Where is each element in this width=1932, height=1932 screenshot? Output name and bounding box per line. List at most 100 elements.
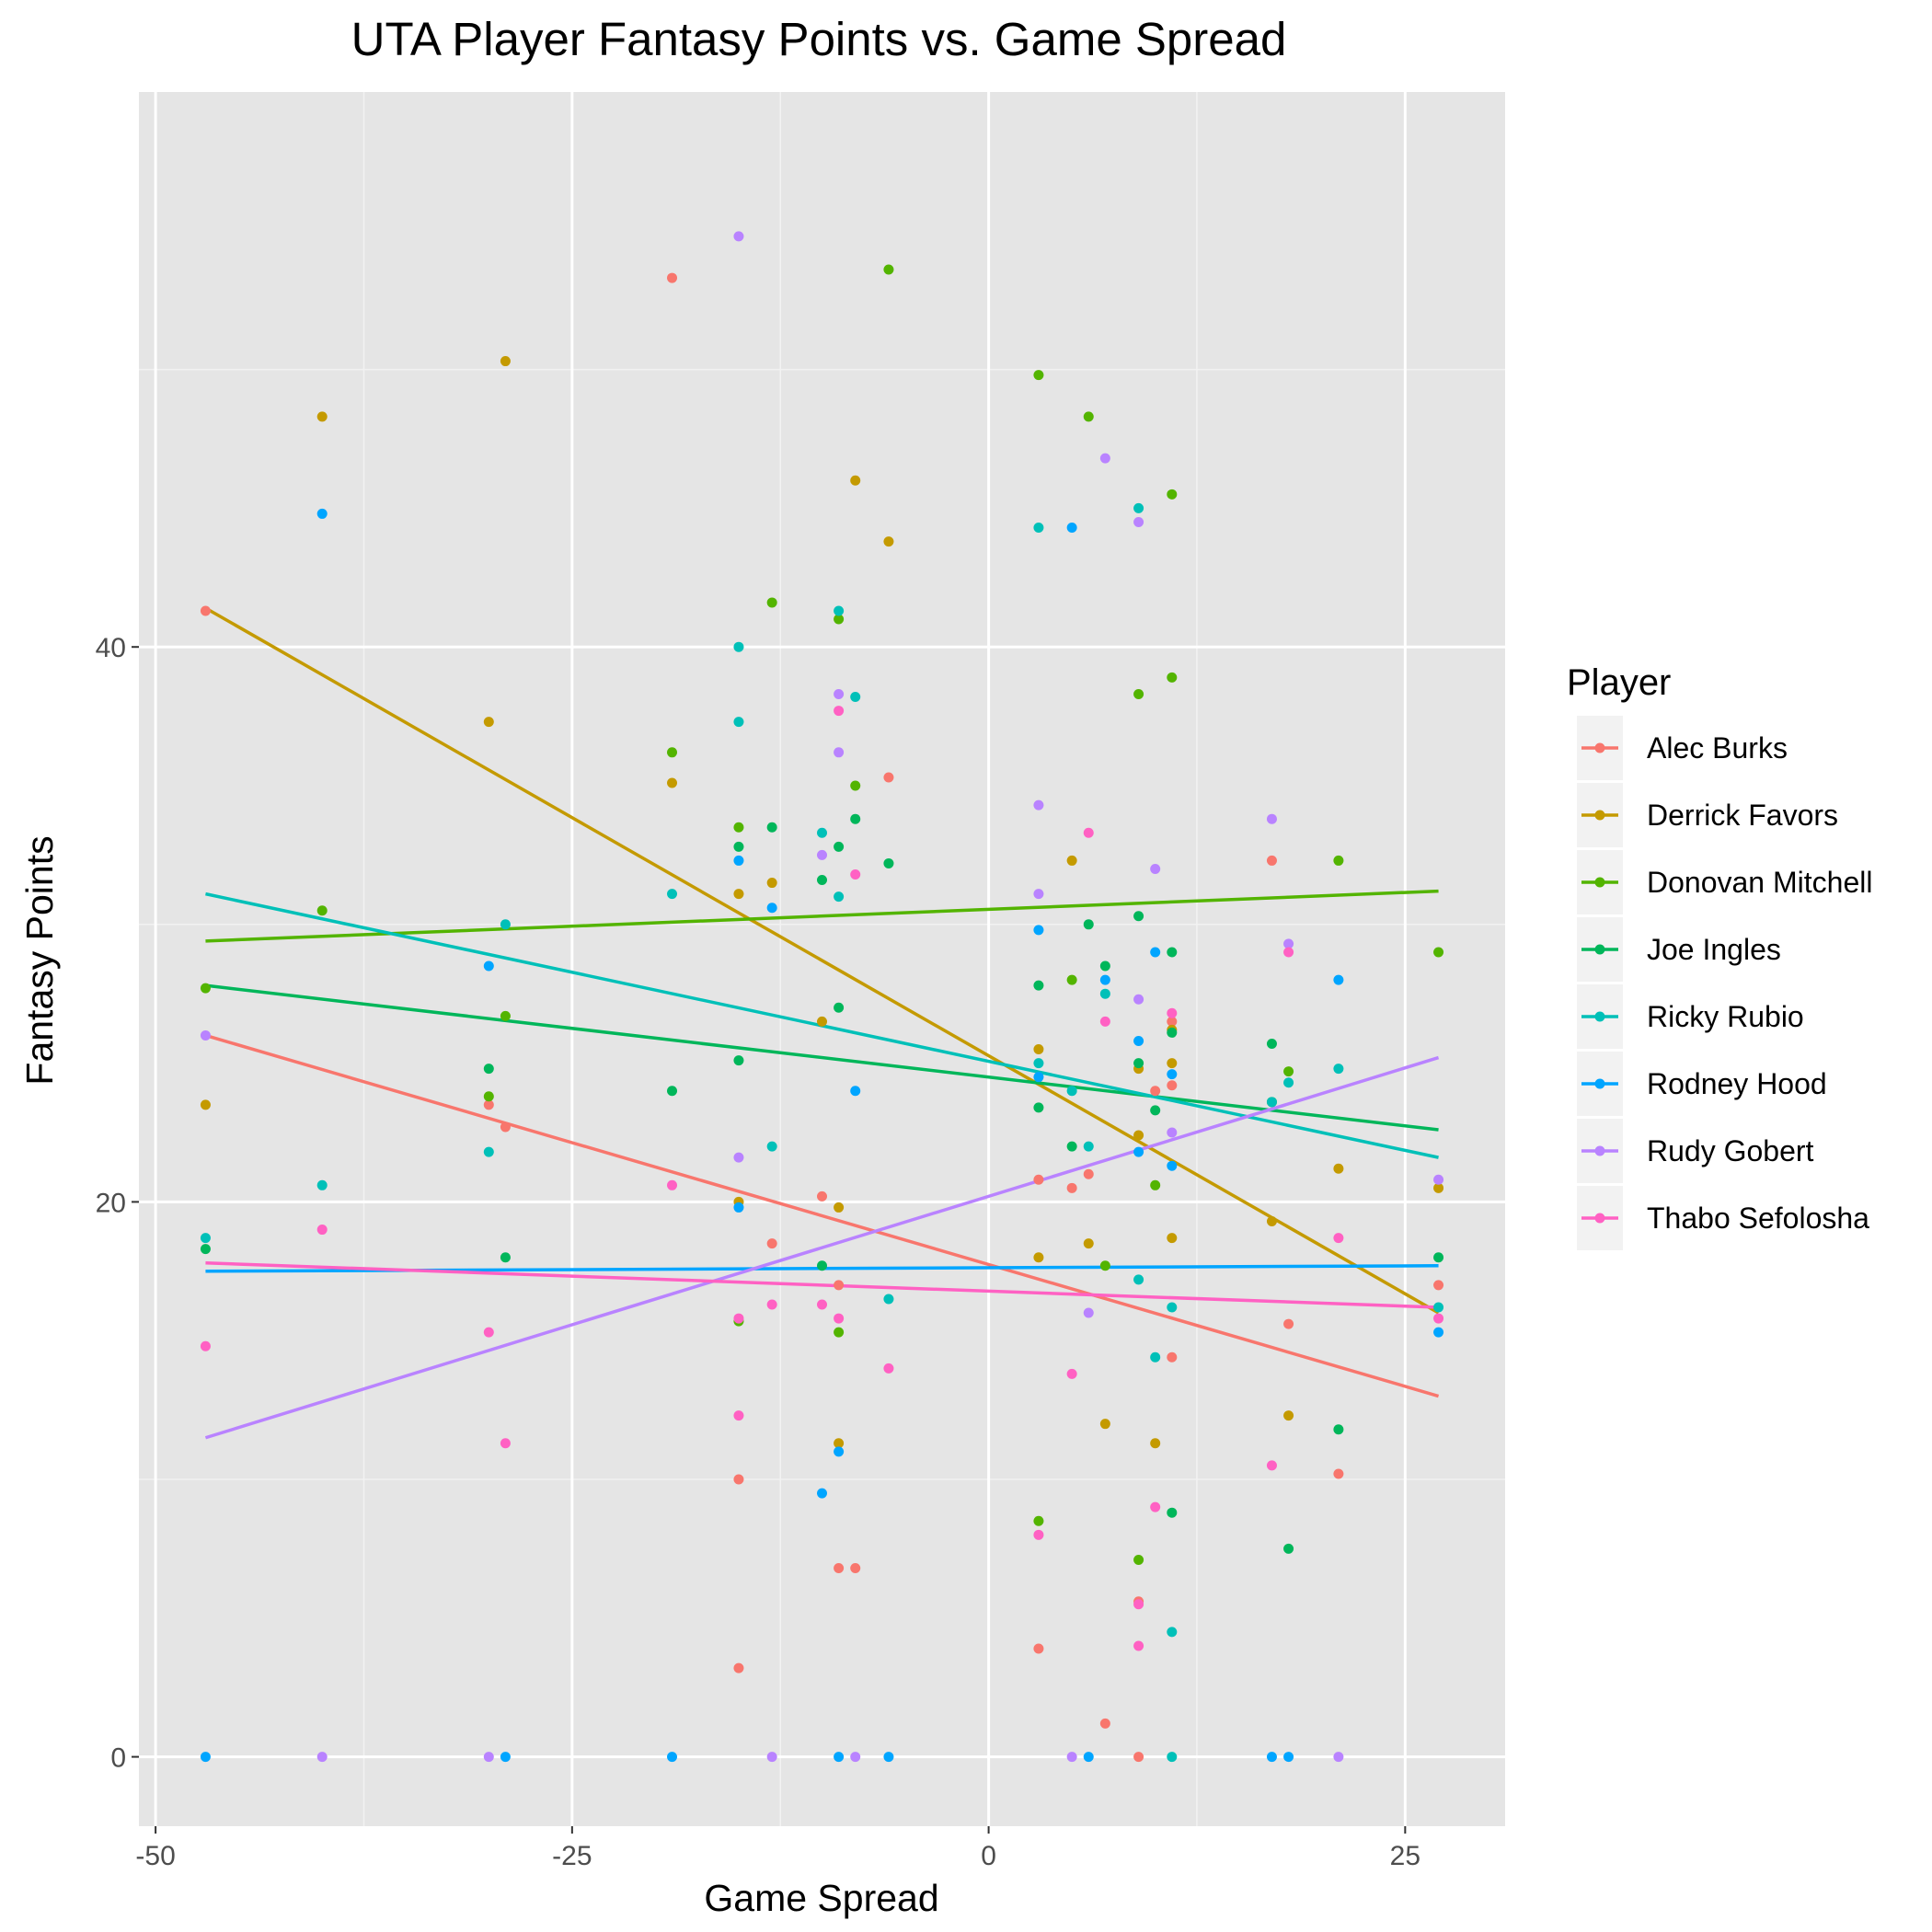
- point-joe-ingles: [1066, 1141, 1077, 1152]
- point-derrick-favors: [316, 411, 328, 422]
- point-rudy-gobert: [1066, 1752, 1077, 1763]
- point-rudy-gobert: [1433, 1174, 1444, 1185]
- point-rodney-hood: [1099, 974, 1110, 985]
- point-rodney-hood: [1083, 1752, 1094, 1763]
- point-donovan-mitchell: [1133, 688, 1144, 699]
- point-derrick-favors: [834, 1438, 845, 1449]
- point-donovan-mitchell: [883, 264, 894, 275]
- point-thabo-sefolosha: [1083, 827, 1094, 838]
- point-donovan-mitchell: [1083, 411, 1094, 422]
- legend-point-joe-ingles: [1594, 944, 1605, 955]
- x-tick-label: -50: [135, 1841, 175, 1871]
- point-alec-burks: [1333, 1468, 1344, 1479]
- point-derrick-favors: [483, 717, 494, 728]
- point-joe-ingles: [667, 1086, 678, 1097]
- point-rudy-gobert: [733, 1152, 744, 1163]
- point-rodney-hood: [834, 1446, 845, 1457]
- point-rodney-hood: [1333, 974, 1344, 985]
- point-alec-burks: [1066, 1182, 1077, 1193]
- point-ricky-rubio: [1099, 988, 1110, 999]
- point-derrick-favors: [834, 1202, 845, 1213]
- point-rudy-gobert: [483, 1752, 494, 1763]
- point-joe-ingles: [817, 1260, 827, 1271]
- point-derrick-favors: [1283, 1410, 1294, 1421]
- point-derrick-favors: [1099, 1419, 1110, 1430]
- legend-label-rudy-gobert: Rudy Gobert: [1647, 1134, 1814, 1167]
- point-derrick-favors: [1266, 1216, 1277, 1227]
- legend-label-rodney-hood: Rodney Hood: [1647, 1067, 1827, 1100]
- point-rodney-hood: [500, 1752, 511, 1763]
- y-tick-label: 0: [110, 1743, 126, 1774]
- y-axis-title: Fantasy Points: [18, 835, 61, 1085]
- y-axis-ticks: 0 20 40: [96, 633, 139, 1774]
- point-donovan-mitchell: [1066, 974, 1077, 985]
- point-derrick-favors: [1033, 1044, 1044, 1055]
- point-alec-burks: [817, 1190, 827, 1202]
- point-joe-ingles: [1167, 947, 1178, 958]
- point-ricky-rubio: [883, 1294, 894, 1305]
- trend-line-derrick-favors: [204, 606, 1440, 1315]
- point-joe-ingles: [766, 822, 777, 833]
- point-derrick-favors: [1167, 1233, 1178, 1244]
- point-thabo-sefolosha: [1066, 1368, 1077, 1379]
- point-rudy-gobert: [1266, 813, 1277, 824]
- point-thabo-sefolosha: [1099, 1016, 1110, 1027]
- legend-point-ricky-rubio: [1594, 1011, 1605, 1022]
- point-donovan-mitchell: [1133, 1554, 1144, 1565]
- point-derrick-favors: [200, 1099, 211, 1110]
- point-donovan-mitchell: [850, 780, 861, 791]
- point-donovan-mitchell: [1283, 1066, 1294, 1077]
- chart-title: UTA Player Fantasy Points vs. Game Sprea…: [351, 13, 1287, 65]
- point-rodney-hood: [483, 960, 494, 972]
- point-rodney-hood: [1133, 1035, 1144, 1046]
- point-derrick-favors: [883, 536, 894, 547]
- point-donovan-mitchell: [1033, 1515, 1044, 1526]
- x-tick-label: 0: [981, 1841, 996, 1871]
- point-ricky-rubio: [1133, 1274, 1144, 1285]
- point-rudy-gobert: [1083, 1307, 1094, 1318]
- x-axis-title: Game Spread: [704, 1877, 938, 1919]
- point-derrick-favors: [1167, 1058, 1178, 1069]
- point-joe-ingles: [1133, 911, 1144, 922]
- point-alec-burks: [883, 772, 894, 783]
- point-thabo-sefolosha: [733, 1410, 744, 1421]
- point-ricky-rubio: [766, 1141, 777, 1152]
- point-thabo-sefolosha: [200, 1340, 211, 1351]
- point-rodney-hood: [766, 903, 777, 914]
- point-donovan-mitchell: [667, 747, 678, 758]
- point-joe-ingles: [483, 1064, 494, 1075]
- point-ricky-rubio: [1283, 1077, 1294, 1088]
- point-rudy-gobert: [1333, 1752, 1344, 1763]
- point-joe-ingles: [1167, 1507, 1178, 1518]
- point-rodney-hood: [883, 1752, 894, 1763]
- point-ricky-rubio: [733, 717, 744, 728]
- point-alec-burks: [483, 1099, 494, 1110]
- point-rudy-gobert: [1099, 453, 1110, 464]
- point-ricky-rubio: [1167, 1302, 1178, 1313]
- point-thabo-sefolosha: [1433, 1313, 1444, 1324]
- point-donovan-mitchell: [834, 1327, 845, 1338]
- point-thabo-sefolosha: [1283, 947, 1294, 958]
- point-rodney-hood: [667, 1752, 678, 1763]
- point-rodney-hood: [1033, 925, 1044, 936]
- legend-label-alec-burks: Alec Burks: [1647, 731, 1788, 765]
- point-derrick-favors: [1150, 1438, 1161, 1449]
- point-derrick-favors: [817, 1016, 827, 1027]
- point-donovan-mitchell: [1333, 855, 1344, 866]
- point-rudy-gobert: [1033, 889, 1044, 900]
- point-ricky-rubio: [1433, 1302, 1444, 1313]
- point-ricky-rubio: [316, 1179, 328, 1190]
- point-thabo-sefolosha: [500, 1438, 511, 1449]
- point-alec-burks: [1099, 1718, 1110, 1729]
- point-thabo-sefolosha: [1033, 1529, 1044, 1540]
- point-thabo-sefolosha: [834, 706, 845, 717]
- legend-point-alec-burks: [1594, 742, 1605, 753]
- point-derrick-favors: [850, 475, 861, 486]
- point-joe-ingles: [200, 1244, 211, 1255]
- point-thabo-sefolosha: [316, 1225, 328, 1236]
- x-tick-label: -25: [552, 1841, 592, 1871]
- point-ricky-rubio: [1033, 523, 1044, 534]
- point-ricky-rubio: [733, 641, 744, 652]
- point-joe-ingles: [1433, 1252, 1444, 1263]
- point-thabo-sefolosha: [834, 1313, 845, 1324]
